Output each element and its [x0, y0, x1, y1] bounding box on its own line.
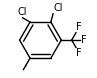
- Text: Cl: Cl: [18, 7, 27, 17]
- Text: F: F: [81, 35, 87, 45]
- Text: F: F: [76, 48, 82, 58]
- Text: Cl: Cl: [54, 3, 63, 13]
- Text: F: F: [76, 22, 82, 32]
